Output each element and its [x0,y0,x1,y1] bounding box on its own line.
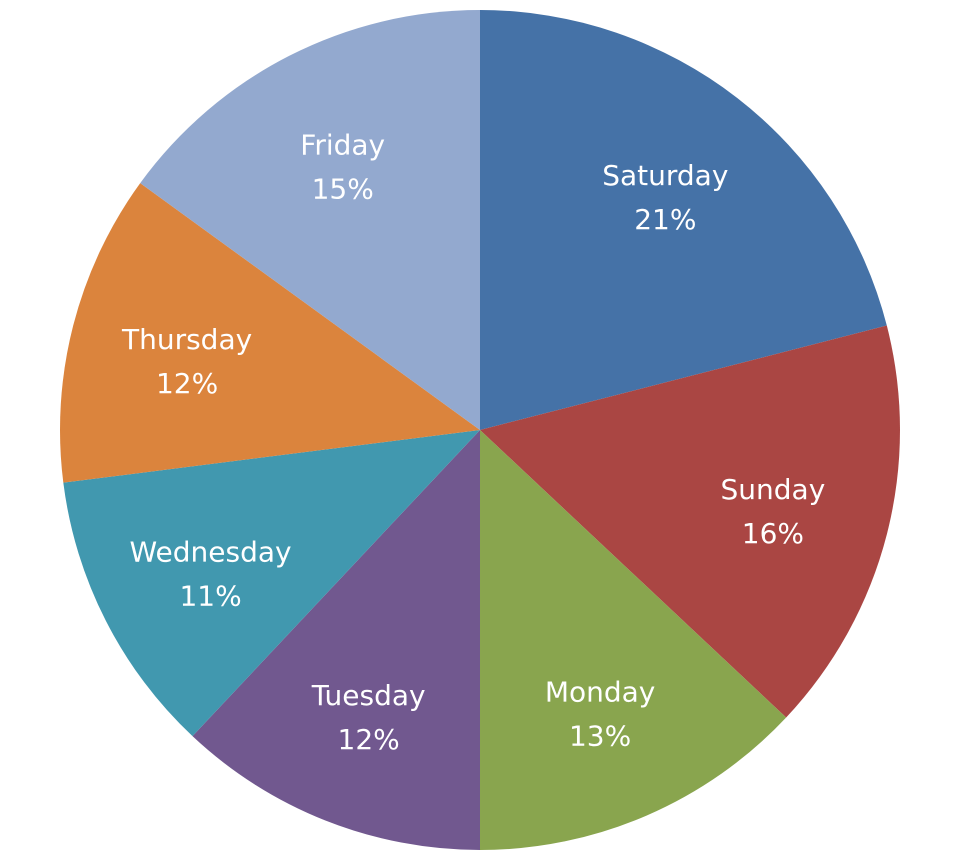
pie-slice-monday [480,430,787,850]
pie-slice-wednesday [63,430,480,737]
slice-value-saturday: 21% [634,203,696,236]
pie-labels: Saturday 21% Sunday 16% Monday 13% Tuesday 12% W… [121,129,825,757]
slice-value-wednesday: 11% [179,579,241,612]
pie-slices [60,10,900,850]
pie-slice-tuesday [192,430,480,850]
slice-label-wednesday: Wednesday [130,535,292,568]
slice-label-saturday: Saturday [602,159,728,192]
slice-label-thursday: Thursday [121,323,252,356]
pie-slice-sunday [480,325,900,718]
slice-value-sunday: 16% [742,517,804,550]
pie-slice-saturday [480,10,887,430]
pie-slice-thursday [60,183,481,483]
slice-label-tuesday: Tuesday [311,679,426,712]
slice-value-monday: 13% [569,720,631,753]
slice-value-thursday: 12% [156,367,218,400]
slice-value-tuesday: 12% [338,723,400,756]
slice-label-friday: Friday [300,129,385,162]
slice-label-monday: Monday [545,676,656,709]
slice-value-friday: 15% [312,173,374,206]
slice-label-sunday: Sunday [721,473,826,506]
pie-slice-friday [140,10,480,430]
